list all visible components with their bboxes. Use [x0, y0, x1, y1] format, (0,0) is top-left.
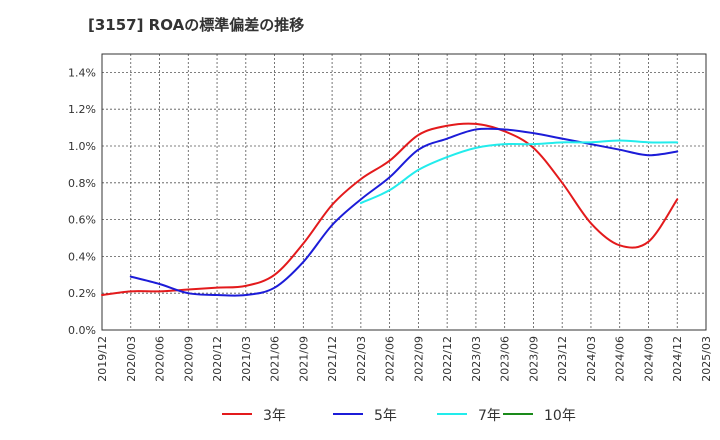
y-tick-label: 1.4% [68, 66, 96, 79]
x-tick-label: 2020/06 [154, 336, 167, 382]
x-tick-label: 2020/03 [125, 336, 138, 382]
y-tick-label: 0.2% [68, 287, 96, 300]
legend: 3年 5年 7年 10年 [222, 408, 576, 424]
series-lines [101, 122, 679, 297]
y-tick-label: 1.0% [68, 140, 96, 153]
x-tick-label: 2024/09 [642, 336, 655, 382]
legend-label-0: 3年 [263, 408, 286, 424]
x-tick-label: 2021/03 [240, 336, 253, 382]
legend-label-3: 10年 [544, 408, 576, 424]
y-tick-label: 0.8% [68, 177, 96, 190]
x-tick-label: 2022/09 [412, 336, 425, 382]
x-tick-label: 2024/03 [585, 336, 598, 382]
x-tick-label: 2021/06 [269, 336, 282, 382]
x-tick-label: 2024/06 [614, 336, 627, 382]
x-tick-label: 2025/03 [700, 336, 713, 382]
y-tick-label: 1.2% [68, 103, 96, 116]
x-tick-label: 2022/06 [384, 336, 397, 382]
x-tick-label: 2022/12 [441, 336, 454, 382]
y-tick-label: 0.6% [68, 214, 96, 227]
series-line-0 [101, 122, 679, 297]
x-tick-label: 2021/09 [297, 336, 310, 382]
y-tick-label: 0.4% [68, 250, 96, 263]
series-line-2 [359, 139, 679, 205]
chart-title: [3157] ROAの標準偏差の推移 [88, 16, 305, 34]
x-tick-label: 2021/12 [326, 336, 339, 382]
x-tick-label: 2020/09 [182, 336, 195, 382]
x-tick-label: 2023/03 [470, 336, 483, 382]
y-tick-label: 0.0% [68, 324, 96, 337]
x-tick-label: 2023/12 [556, 336, 569, 382]
legend-label-2: 7年 [478, 408, 501, 424]
plot-frame [101, 53, 707, 331]
x-tick-label: 2020/12 [211, 336, 224, 382]
x-tick-label: 2023/06 [499, 336, 512, 382]
x-tick-label: 2019/12 [96, 336, 109, 382]
x-axis-ticks: 2019/12 2020/03 2020/06 2020/09 2020/12 2021/… [96, 336, 713, 382]
legend-label-1: 5年 [374, 408, 397, 424]
x-tick-label: 2024/12 [671, 336, 684, 382]
grid [102, 54, 706, 330]
x-tick-label: 2023/09 [527, 336, 540, 382]
x-tick-label: 2022/03 [355, 336, 368, 382]
series-line-1 [129, 127, 679, 297]
y-axis-ticks: 0.0% 0.2% 0.4% 0.6% 0.8% 1.0% 1.2% 1.4% [68, 66, 96, 337]
